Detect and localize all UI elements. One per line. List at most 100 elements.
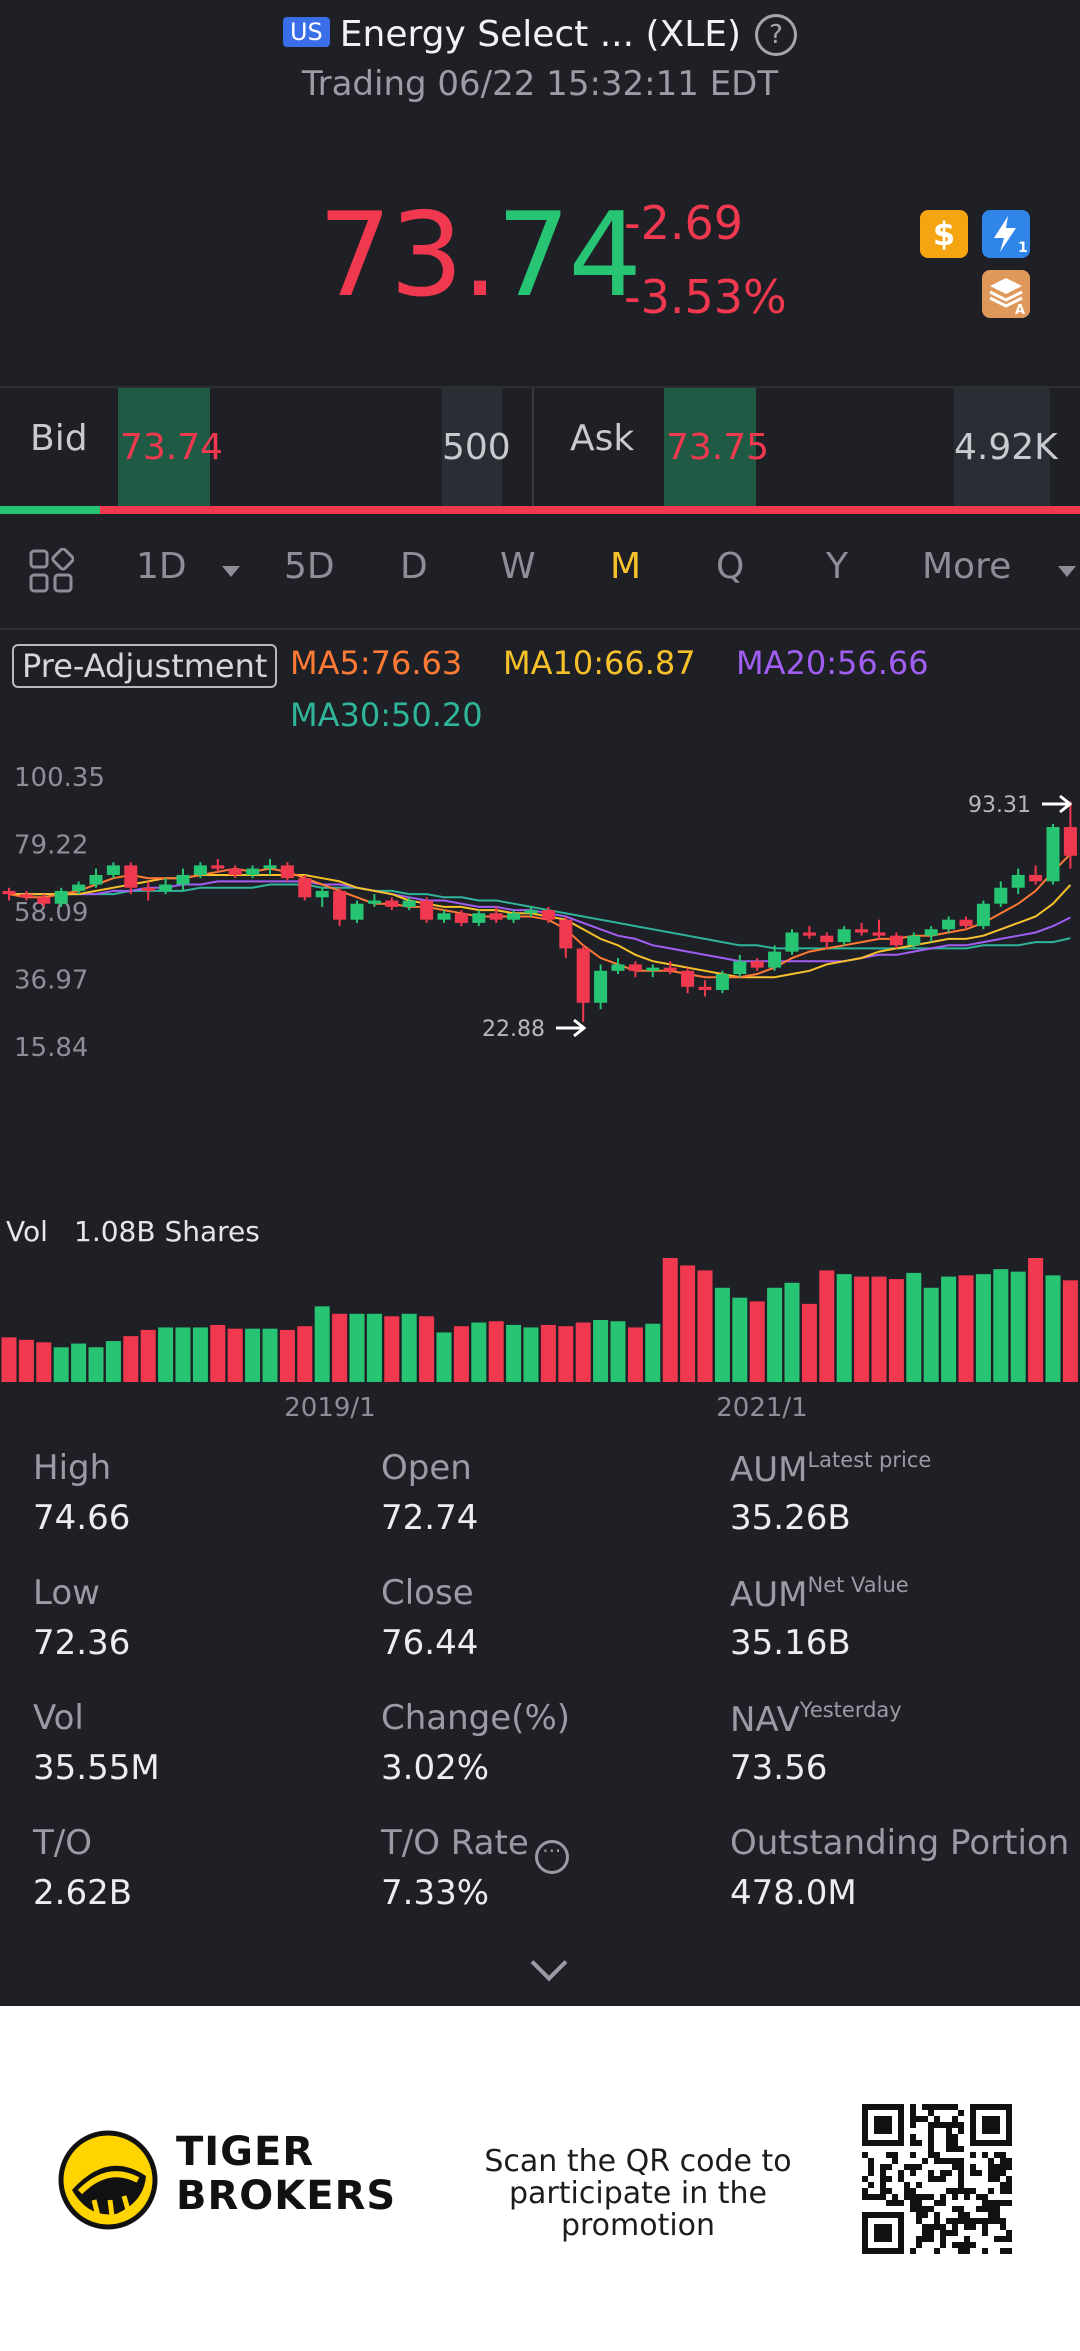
- price-change: -2.69: [624, 196, 744, 250]
- layout-grid-icon[interactable]: [28, 548, 74, 594]
- volume-bar: [1028, 1258, 1044, 1382]
- stat-label: High: [33, 1448, 112, 1488]
- stat-label: AUMNet Value: [730, 1573, 909, 1615]
- stat-label: AUMLatest price: [730, 1448, 932, 1490]
- volume-bar: [993, 1269, 1009, 1382]
- ma5-legend: MA5:76.63: [290, 644, 463, 682]
- pre-adjustment-button[interactable]: Pre-Adjustment: [12, 644, 278, 688]
- candle: [37, 894, 51, 907]
- x-tick-label: 2021/1: [716, 1393, 807, 1423]
- stat-value: 2.62B: [33, 1873, 133, 1913]
- more-dropdown-icon[interactable]: [1058, 566, 1076, 578]
- candle: [507, 910, 521, 923]
- volume-bar: [453, 1326, 469, 1382]
- candle: [715, 970, 729, 994]
- volume-bar: [506, 1324, 522, 1382]
- candle: [768, 945, 782, 971]
- security-name[interactable]: Energy Select ... (XLE): [339, 14, 742, 55]
- candle: [72, 881, 86, 895]
- candle: [872, 919, 886, 939]
- stat-value: 3.02%: [381, 1748, 490, 1788]
- volume-bar: [1010, 1271, 1026, 1382]
- more-info-icon[interactable]: ···: [534, 1840, 569, 1874]
- volume-bar: [767, 1287, 783, 1382]
- tab-quarter[interactable]: Q: [716, 546, 745, 587]
- candle: [228, 865, 242, 879]
- layers-icon[interactable]: A: [982, 270, 1030, 318]
- candle: [646, 964, 660, 978]
- volume-bar: [871, 1276, 887, 1382]
- volume-bar: [732, 1297, 748, 1382]
- candle: [367, 894, 381, 907]
- tab-1d-dropdown-icon[interactable]: [222, 566, 240, 578]
- volume-bar: [975, 1274, 991, 1382]
- candle: [402, 897, 416, 911]
- volume-bar: [749, 1301, 765, 1382]
- candle: [315, 887, 329, 907]
- ask-price[interactable]: 73.75: [664, 388, 769, 508]
- volume-bar: [297, 1326, 313, 1382]
- tab-year[interactable]: Y: [826, 546, 848, 587]
- stat-value: 35.26B: [730, 1498, 851, 1538]
- promo-line-1: Scan the QR code to: [484, 2144, 792, 2179]
- candle: [889, 932, 903, 949]
- help-icon[interactable]: ?: [755, 14, 798, 56]
- candle: [472, 910, 486, 927]
- promo-line-2: participate in the promotion: [509, 2176, 767, 2243]
- tab-more[interactable]: More: [922, 546, 1012, 587]
- ma30-legend: MA30:50.20: [290, 696, 483, 734]
- stat-label: Outstanding Portion: [730, 1823, 1070, 1863]
- candle: [576, 945, 590, 1022]
- moving-average-lines: [8, 853, 1072, 979]
- tab-5d[interactable]: 5D: [284, 546, 335, 587]
- volume-bar: [558, 1326, 574, 1382]
- volume-bar: [384, 1316, 400, 1382]
- candle: [420, 897, 434, 923]
- app-screen: [0, 0, 1080, 2006]
- volume-bar: [854, 1276, 870, 1382]
- ask-label: Ask: [570, 418, 635, 459]
- tab-day[interactable]: D: [400, 546, 428, 587]
- trading-status: Trading 06/22 15:32:11 EDT: [301, 64, 779, 104]
- candle: [54, 887, 68, 907]
- qr-code[interactable]: [862, 2104, 1012, 2254]
- candle: [89, 868, 103, 888]
- volume-bar: [245, 1328, 261, 1382]
- dollar-icon[interactable]: $: [920, 210, 968, 258]
- tab-month[interactable]: M: [610, 546, 642, 587]
- candle: [733, 954, 747, 978]
- brand-line-1: TIGER: [176, 2129, 315, 2175]
- y-tick-label: 58.09: [14, 898, 88, 928]
- bid-price[interactable]: 73.74: [118, 388, 223, 508]
- candle: [489, 906, 503, 923]
- y-axis: 100.35 79.22 58.09 36.97 15.84: [14, 763, 105, 1063]
- volume-bar: [923, 1287, 939, 1382]
- candle: [611, 958, 625, 975]
- tab-week[interactable]: W: [500, 546, 536, 587]
- stat-label: Vol: [33, 1698, 84, 1738]
- low-arrow-icon: [556, 1018, 587, 1038]
- volume-bar: [523, 1327, 539, 1382]
- volume-bar: [836, 1274, 852, 1382]
- candlestick-series: [2, 801, 1077, 1022]
- volume-bar: [645, 1323, 661, 1382]
- candle: [976, 900, 990, 930]
- stat-label: NAVYesterday: [730, 1698, 902, 1740]
- volume-value: 1.08B Shares: [74, 1215, 260, 1248]
- candle: [628, 961, 642, 978]
- candle: [541, 906, 555, 923]
- volume-bar: [697, 1270, 713, 1382]
- period-tabs: 1D 5D D W M Q Y More: [0, 546, 1080, 598]
- candle: [802, 926, 816, 939]
- bid-volume: 500: [442, 388, 511, 508]
- candle: [907, 932, 921, 949]
- volume-bar: [941, 1276, 957, 1382]
- volume-bar: [314, 1306, 330, 1382]
- volume-bar: [18, 1339, 34, 1382]
- candle: [994, 881, 1008, 907]
- candle: [820, 932, 834, 949]
- lightning-icon[interactable]: 1: [982, 210, 1030, 258]
- high-marker-label: 93.31: [968, 793, 1031, 818]
- tab-1d[interactable]: 1D: [136, 546, 187, 587]
- price-chart[interactable]: 100.35 79.22 58.09 36.97 15.84 93.31 22.88 20…: [0, 740, 1080, 1430]
